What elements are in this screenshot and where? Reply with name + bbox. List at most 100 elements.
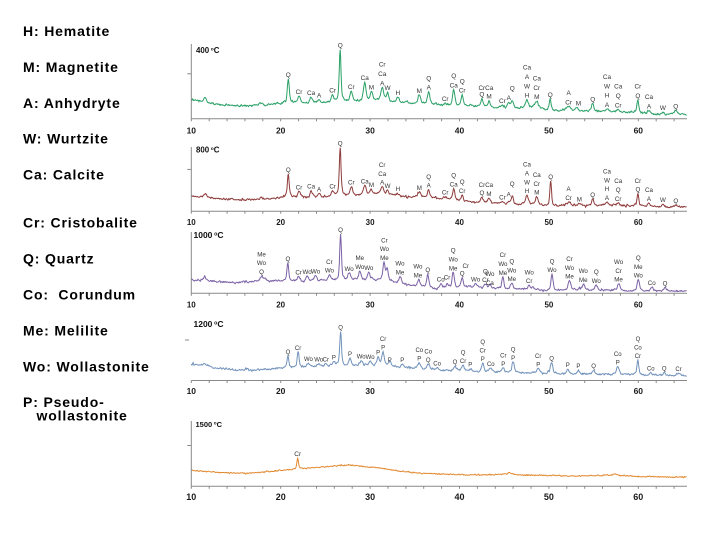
svg-text:Co: Co <box>415 348 423 354</box>
svg-text:A: A <box>317 186 322 193</box>
svg-text:P: P <box>417 357 421 363</box>
svg-text:60: 60 <box>634 386 644 396</box>
svg-text:Cr: Cr <box>534 181 541 188</box>
svg-text:Cr: Cr <box>348 84 356 91</box>
svg-text:H: Hematite: H: Hematite <box>23 23 110 39</box>
svg-text:Co: Co <box>424 350 432 356</box>
svg-text:10: 10 <box>186 492 196 502</box>
svg-text:20: 20 <box>276 492 286 502</box>
svg-text:M: M <box>486 94 491 101</box>
svg-text:wollastonite: wollastonite <box>36 408 128 424</box>
svg-text:A: A <box>647 196 652 203</box>
svg-text:Q: Q <box>426 358 431 364</box>
svg-text:Cr: Cr <box>444 274 451 281</box>
svg-text:Q: Q <box>509 259 514 266</box>
svg-text:Q: Q <box>511 348 516 354</box>
svg-text:Q: Q <box>483 268 488 275</box>
svg-text:Q: Q <box>636 337 641 343</box>
svg-text:Ca: Ca <box>307 184 315 191</box>
svg-text:Cr: Cr <box>379 62 387 69</box>
svg-text:A: A <box>605 102 610 109</box>
svg-text:Co: Co <box>437 277 445 284</box>
svg-text:Ca: Ca <box>614 84 623 91</box>
svg-text:50: 50 <box>544 218 553 227</box>
svg-text:Q: Q <box>549 357 554 363</box>
svg-text:H: H <box>525 93 530 100</box>
svg-text:Co: Co <box>487 362 495 368</box>
svg-text:Wo: Wo <box>364 265 374 272</box>
svg-text:Q: Q <box>616 93 621 100</box>
svg-text:50: 50 <box>544 125 554 135</box>
svg-text:30: 30 <box>366 218 375 227</box>
svg-text:Wo: Wo <box>614 259 624 266</box>
svg-text:Q: Q <box>338 141 343 148</box>
svg-text:Q: Q <box>451 248 456 255</box>
svg-text:Q: Q <box>460 179 465 186</box>
svg-text:A: A <box>525 171 530 178</box>
svg-text:Wo: Wo <box>395 261 405 268</box>
svg-text:Ca: Ca <box>307 90 316 97</box>
svg-text:M: M <box>417 185 422 192</box>
svg-text:Me: Me <box>396 270 405 277</box>
svg-text:10: 10 <box>187 125 197 135</box>
svg-text:Wo: Wo <box>634 273 644 280</box>
svg-text:P: P <box>576 364 580 370</box>
svg-text:H: H <box>605 93 610 100</box>
svg-text:Ca: Ca <box>533 76 542 83</box>
svg-text:Cr: Cr <box>565 99 573 106</box>
svg-text:A: A <box>605 195 610 202</box>
svg-text:H: H <box>525 188 529 195</box>
svg-text:Cr: Cr <box>295 346 301 352</box>
svg-text:Ca: Ca <box>378 171 386 178</box>
svg-text:30: 30 <box>365 125 375 135</box>
svg-text:50: 50 <box>544 386 554 396</box>
svg-text:Cr: Cr <box>442 96 450 103</box>
svg-text:W: W <box>660 105 667 112</box>
svg-text:Wo: Wo <box>592 278 602 285</box>
svg-text:Q: Q <box>338 326 343 332</box>
svg-text:Q: Q <box>548 174 553 181</box>
svg-text:M: M <box>576 101 581 108</box>
svg-text:60: 60 <box>634 301 643 310</box>
svg-text:Q: Q <box>479 190 484 197</box>
svg-text:Q: Q <box>635 187 640 194</box>
svg-text:Cr: Cr <box>348 180 355 187</box>
svg-text:A: A <box>507 95 512 102</box>
svg-text:Q: Q <box>479 92 484 99</box>
svg-text:Wo: Wo <box>525 269 535 276</box>
svg-text:P: P <box>501 362 505 368</box>
svg-text:Ca: Calcite: Ca: Calcite <box>23 167 105 183</box>
svg-text:20: 20 <box>276 218 285 227</box>
svg-text:Q: Q <box>425 267 430 274</box>
svg-text:Q: Q <box>673 198 678 205</box>
svg-text:Q: Q <box>548 92 553 99</box>
svg-text:Cr: Cr <box>499 194 506 201</box>
svg-text:A: A <box>567 186 572 193</box>
svg-text:H: H <box>605 186 609 193</box>
svg-text:Q: Q <box>259 269 264 276</box>
svg-text:A: A <box>647 104 652 111</box>
svg-text:30: 30 <box>365 492 375 502</box>
svg-text:Cr: Cr <box>459 188 466 195</box>
svg-text:W: W <box>604 177 610 184</box>
svg-text:P: P <box>332 355 336 361</box>
svg-text:Cr: Cr <box>295 269 302 276</box>
svg-text:Q: Q <box>550 258 555 265</box>
svg-text:Cr: Cr <box>459 88 467 95</box>
svg-text:W: Wurtzite: W: Wurtzite <box>23 131 109 147</box>
svg-text:Cr: Cr <box>635 354 641 360</box>
svg-text:Ca: Ca <box>450 182 458 189</box>
svg-text:Cr: Cr <box>635 178 642 185</box>
svg-text:1000 oC: 1000 oC <box>194 230 224 240</box>
svg-text:Wo: Wo <box>311 269 321 276</box>
svg-text:A: A <box>566 90 571 97</box>
svg-text:Cr: Cr <box>379 162 386 169</box>
svg-text:60: 60 <box>634 218 643 227</box>
svg-text:20: 20 <box>276 386 286 396</box>
svg-text:40: 40 <box>455 125 465 135</box>
svg-text:Q: Q <box>590 192 595 199</box>
svg-text:Ca: Ca <box>645 187 653 194</box>
svg-text:10: 10 <box>187 218 196 227</box>
svg-text:H: H <box>395 90 400 97</box>
svg-text:Me: Me <box>380 255 389 262</box>
